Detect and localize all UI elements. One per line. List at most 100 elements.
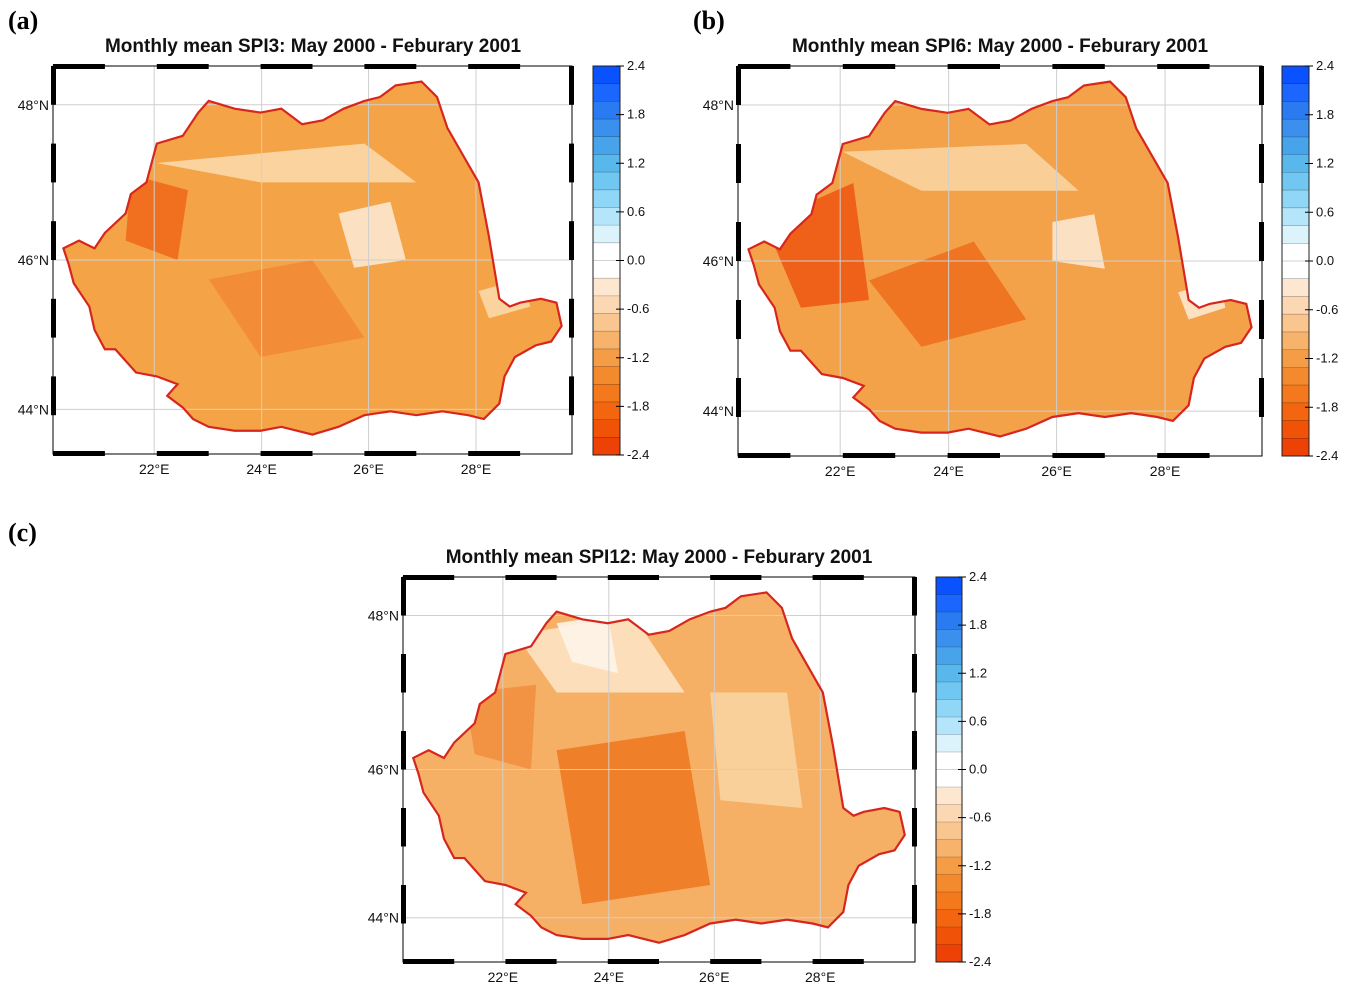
frame-tick: [1157, 453, 1210, 458]
frame-tick: [51, 221, 56, 260]
colorbar-swatch: [936, 664, 962, 683]
colorbar-label: -1.2: [969, 858, 991, 873]
frame-tick: [736, 378, 741, 417]
colorbar-swatch: [1282, 83, 1309, 102]
lon-label: 26°E: [353, 461, 384, 477]
colorbar-swatch: [593, 154, 620, 173]
frame-tick: [468, 64, 521, 69]
frame-tick: [1259, 222, 1264, 261]
colorbar-label: 2.4: [969, 569, 987, 584]
colorbar-swatch: [936, 612, 962, 630]
frame-tick: [842, 64, 896, 69]
frame-tick: [1052, 453, 1105, 458]
colorbar-swatch: [1282, 101, 1309, 120]
colorbar-label: 0.0: [969, 762, 987, 777]
colorbar-swatch: [936, 647, 962, 665]
frame-tick: [1259, 66, 1264, 105]
frame-tick: [51, 66, 56, 105]
colorbar-swatch: [1282, 314, 1309, 333]
frame-tick: [505, 959, 557, 964]
colorbar-swatch: [593, 348, 620, 368]
frame-tick: [912, 654, 917, 693]
spi-patch: [710, 692, 803, 808]
colorbar-label: -0.6: [627, 301, 649, 316]
colorbar-label: 0.6: [1316, 204, 1334, 219]
colorbar-swatch: [1282, 296, 1309, 315]
colorbar-swatch: [936, 752, 962, 770]
colorbar-swatch: [936, 629, 962, 648]
frame-tick: [401, 808, 406, 847]
colorbar-label: -2.4: [627, 447, 649, 462]
colorbar-label: -1.2: [1316, 351, 1338, 366]
colorbar-swatch: [593, 437, 620, 456]
colorbar-swatch: [1282, 331, 1309, 351]
lon-label: 22°E: [488, 969, 519, 985]
colorbar-label: 2.4: [627, 58, 645, 73]
colorbar-swatch: [936, 734, 962, 753]
colorbar-label: 1.2: [627, 155, 645, 170]
colorbar-swatch: [936, 577, 962, 595]
colorbar-swatch: [1282, 278, 1309, 297]
colorbar-label: -0.6: [1316, 302, 1338, 317]
lon-label: 24°E: [594, 969, 625, 985]
colorbar-swatch: [1282, 136, 1309, 156]
colorbar-label: -2.4: [969, 954, 991, 969]
colorbar-label: 1.2: [1316, 156, 1334, 171]
colorbar-swatch: [936, 839, 962, 858]
frame-tick: [51, 298, 56, 338]
colorbar-swatch: [1282, 420, 1309, 439]
colorbar-swatch: [593, 384, 620, 403]
colorbar-swatch: [936, 822, 962, 840]
lat-label: 48°N: [368, 608, 399, 624]
colorbar-label: -1.8: [969, 906, 991, 921]
frame-tick: [260, 64, 313, 69]
colorbar-label: 1.8: [627, 107, 645, 122]
colorbar-label: -1.8: [627, 398, 649, 413]
colorbar-swatch: [936, 909, 962, 928]
map-b: 22°E 24°E 26°E 28°E 48°N 46°N 44°N 2.4 1.8 1.2 0.6…: [703, 58, 1339, 479]
country-border: [62, 80, 563, 436]
frame-tick: [364, 451, 417, 456]
frame-tick: [710, 575, 762, 580]
frame-tick: [912, 808, 917, 847]
colorbar-label: 0.6: [969, 713, 987, 728]
lon-label: 22°E: [139, 461, 170, 477]
frame-tick: [738, 64, 791, 69]
colorbar-swatch: [593, 207, 620, 226]
colorbar-swatch: [936, 874, 962, 893]
frame-tick: [1157, 64, 1210, 69]
colorbar-swatch: [1282, 119, 1309, 138]
colorbar-label: 0.0: [1316, 253, 1334, 268]
colorbar-label: -1.8: [1316, 399, 1338, 414]
colorbar-swatch: [593, 83, 620, 102]
frame-tick: [403, 575, 455, 580]
frame-tick: [947, 64, 1000, 69]
colorbar-swatch: [593, 313, 620, 332]
spi-patch: [464, 684, 537, 770]
lon-label: 24°E: [246, 461, 277, 477]
frame-tick: [710, 959, 762, 964]
frame-tick: [1259, 378, 1264, 417]
colorbar-swatch: [593, 366, 620, 385]
colorbar-swatch: [593, 172, 620, 191]
colorbar-swatch: [1282, 349, 1309, 368]
frame-tick: [401, 731, 406, 770]
colorbar-swatch: [936, 787, 962, 805]
spi-patch: [125, 174, 188, 260]
colorbar-swatch: [1282, 172, 1309, 191]
colorbar-swatch: [1282, 402, 1309, 422]
colorbar-swatch: [593, 119, 620, 138]
frame-tick: [736, 144, 741, 183]
colorbar-swatch: [1282, 438, 1309, 457]
lat-label: 44°N: [18, 401, 49, 417]
frame-tick: [738, 453, 791, 458]
colorbar-swatch: [1282, 385, 1309, 404]
colorbar-swatch: [936, 944, 962, 963]
colorbar-swatch: [593, 278, 620, 297]
frame-tick: [403, 959, 455, 964]
lon-label: 24°E: [933, 463, 964, 479]
frame-tick: [505, 575, 557, 580]
frame-tick: [401, 577, 406, 616]
frame-tick: [569, 298, 574, 338]
frame-tick: [569, 143, 574, 183]
